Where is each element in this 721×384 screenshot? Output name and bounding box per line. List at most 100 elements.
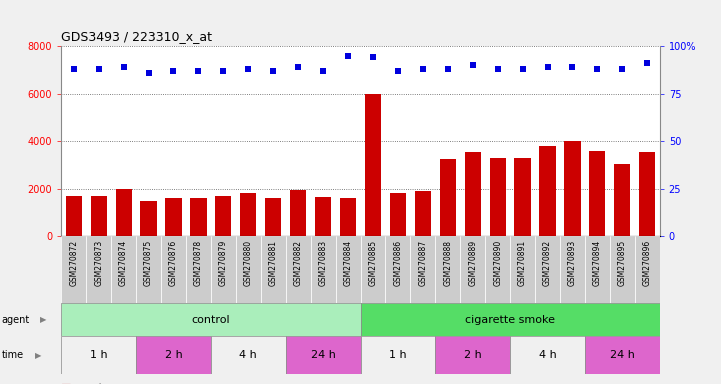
Text: GSM270888: GSM270888: [443, 240, 452, 286]
Bar: [66, 196, 82, 236]
Point: [541, 64, 553, 70]
Bar: [515, 158, 531, 236]
Text: GSM270884: GSM270884: [343, 240, 353, 286]
Bar: [87, 236, 111, 303]
Bar: [265, 198, 281, 236]
Bar: [340, 198, 356, 236]
Point: [392, 68, 404, 74]
Bar: [216, 196, 231, 236]
Point: [342, 53, 354, 59]
Text: GSM270883: GSM270883: [319, 240, 327, 286]
Bar: [410, 236, 435, 303]
Bar: [286, 236, 311, 303]
Text: 2 h: 2 h: [464, 350, 482, 360]
Point: [218, 68, 229, 74]
Bar: [360, 336, 435, 374]
Point: [367, 55, 379, 61]
Text: GSM270879: GSM270879: [219, 240, 228, 286]
Point: [616, 66, 628, 72]
Bar: [61, 336, 136, 374]
Bar: [440, 159, 456, 236]
Point: [242, 66, 254, 72]
Point: [642, 60, 653, 66]
Bar: [415, 191, 431, 236]
Bar: [236, 236, 261, 303]
Bar: [61, 303, 360, 336]
Bar: [390, 194, 406, 236]
Point: [417, 66, 428, 72]
Bar: [360, 236, 386, 303]
Bar: [91, 196, 107, 236]
Point: [592, 66, 603, 72]
Bar: [610, 236, 634, 303]
Text: count: count: [76, 383, 103, 384]
Bar: [460, 236, 485, 303]
Bar: [510, 236, 535, 303]
Text: control: control: [192, 314, 230, 325]
Text: GSM270881: GSM270881: [269, 240, 278, 286]
Bar: [510, 336, 585, 374]
Text: agent: agent: [1, 314, 30, 325]
Point: [567, 64, 578, 70]
Text: GSM270882: GSM270882: [293, 240, 303, 286]
Bar: [634, 236, 660, 303]
Point: [492, 66, 503, 72]
Text: GSM270889: GSM270889: [468, 240, 477, 286]
Text: GSM270895: GSM270895: [618, 240, 627, 286]
Bar: [211, 336, 286, 374]
Text: 4 h: 4 h: [239, 350, 257, 360]
Text: GSM270874: GSM270874: [119, 240, 128, 286]
Text: ▶: ▶: [35, 351, 41, 360]
Point: [293, 64, 304, 70]
Text: 2 h: 2 h: [164, 350, 182, 360]
Bar: [211, 236, 236, 303]
Text: GSM270893: GSM270893: [568, 240, 577, 286]
Bar: [539, 146, 556, 236]
Point: [118, 64, 129, 70]
Text: ■: ■: [61, 383, 72, 384]
Bar: [360, 303, 660, 336]
Bar: [61, 236, 87, 303]
Point: [442, 66, 454, 72]
Bar: [136, 336, 211, 374]
Text: GSM270875: GSM270875: [144, 240, 153, 286]
Bar: [485, 236, 510, 303]
Bar: [190, 198, 206, 236]
Bar: [136, 236, 161, 303]
Bar: [115, 189, 132, 236]
Bar: [165, 198, 182, 236]
Bar: [490, 158, 505, 236]
Text: GDS3493 / 223310_x_at: GDS3493 / 223310_x_at: [61, 30, 212, 43]
Bar: [186, 236, 211, 303]
Bar: [286, 336, 360, 374]
Point: [467, 62, 479, 68]
Text: ▶: ▶: [40, 315, 46, 324]
Bar: [464, 152, 481, 236]
Bar: [335, 236, 360, 303]
Text: 24 h: 24 h: [610, 350, 634, 360]
Bar: [435, 336, 510, 374]
Text: GSM270872: GSM270872: [69, 240, 79, 286]
Point: [317, 68, 329, 74]
Text: GSM270887: GSM270887: [418, 240, 428, 286]
Bar: [535, 236, 560, 303]
Bar: [585, 336, 660, 374]
Bar: [386, 236, 410, 303]
Bar: [560, 236, 585, 303]
Bar: [589, 151, 606, 236]
Point: [517, 66, 528, 72]
Text: GSM270885: GSM270885: [368, 240, 378, 286]
Bar: [435, 236, 460, 303]
Bar: [565, 141, 580, 236]
Point: [93, 66, 105, 72]
Bar: [290, 190, 306, 236]
Point: [267, 68, 279, 74]
Text: 1 h: 1 h: [90, 350, 107, 360]
Text: GSM270892: GSM270892: [543, 240, 552, 286]
Text: 24 h: 24 h: [311, 350, 335, 360]
Point: [168, 68, 180, 74]
Bar: [614, 164, 630, 236]
Bar: [261, 236, 286, 303]
Text: GSM270891: GSM270891: [518, 240, 527, 286]
Point: [68, 66, 79, 72]
